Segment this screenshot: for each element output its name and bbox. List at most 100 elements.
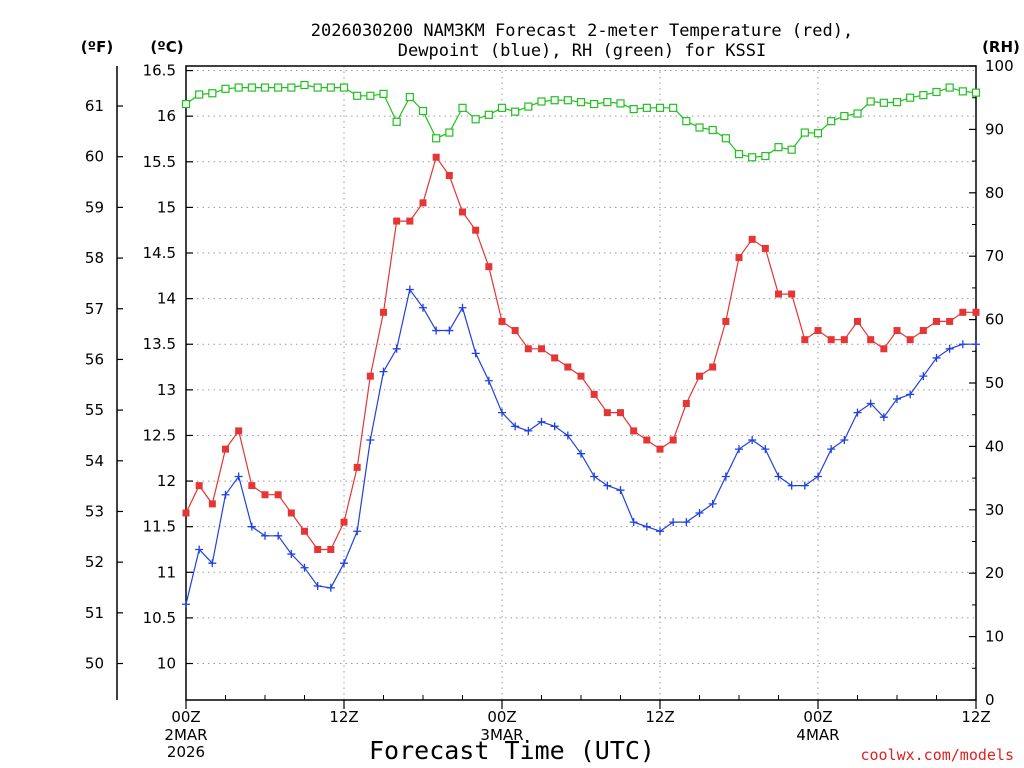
rh-line (185, 84, 977, 158)
temperature-point (854, 317, 861, 325)
dewpoint-point (366, 436, 375, 445)
rh-point (892, 98, 902, 107)
temperature-point (867, 336, 875, 344)
temperature-point (682, 400, 690, 408)
celsius-tick-label: 14.5 (143, 244, 176, 262)
rh-point (300, 80, 309, 90)
rh-point (497, 103, 507, 112)
temperature-point (327, 545, 335, 553)
celsius-tick-label: 15.5 (143, 153, 176, 171)
x-tick-year: 2026 (167, 743, 205, 761)
temperature-point (840, 336, 848, 344)
temperature-point (959, 308, 967, 316)
dewpoint-point (866, 399, 875, 408)
dewpoint-point (445, 326, 454, 335)
rh-point (260, 83, 270, 92)
temperature-point (972, 308, 980, 316)
rh-point (181, 99, 191, 109)
dewpoint-point (432, 326, 441, 335)
rh-point (971, 88, 981, 97)
dewpoint-point (629, 518, 638, 527)
rh-point (524, 102, 533, 111)
dewpoint-point (603, 481, 612, 490)
rh-tick-label: 80 (985, 184, 1004, 202)
temperature-point (485, 263, 493, 271)
x-tick-label: 12Z (961, 708, 990, 726)
series-group (181, 80, 981, 609)
rh-tick-label: 30 (985, 501, 1004, 519)
temperature-point (248, 482, 256, 490)
dewpoint-point (656, 527, 664, 536)
celsius-tick-label: 10.5 (143, 609, 176, 627)
temperature-point (617, 409, 624, 417)
rh-point (655, 103, 665, 112)
dewpoint-point (261, 531, 269, 540)
rh-point (932, 87, 941, 97)
temperature-point (538, 345, 545, 353)
rh-tick-label: 0 (985, 691, 995, 709)
dewpoint-point (326, 583, 335, 592)
temperature-point (445, 171, 453, 179)
rh-point (511, 107, 520, 116)
temperature-point (366, 372, 374, 380)
temperature-point (630, 427, 638, 435)
dewpoint-point (405, 285, 414, 294)
rh-point (445, 128, 454, 137)
rh-point (827, 117, 836, 126)
temperature-point (314, 545, 322, 553)
rh-point (642, 103, 651, 112)
temperature-point (696, 372, 703, 380)
rh-point (576, 98, 586, 107)
fahrenheit-tick-label: 51 (85, 604, 104, 622)
rh-point (405, 92, 414, 102)
fahrenheit-tick-label: 54 (85, 452, 104, 470)
temperature-point (472, 226, 480, 234)
dewpoint-point (945, 344, 954, 353)
temperature-point (551, 354, 559, 362)
rh-point (458, 103, 467, 112)
rh-point (945, 83, 954, 92)
grid-lines (186, 66, 976, 700)
temperature-point (301, 527, 308, 535)
dewpoint-point (879, 413, 888, 422)
fahrenheit-tick-label: 55 (85, 401, 104, 419)
dewpoint-point (814, 472, 822, 481)
dewpoint-point (906, 390, 915, 399)
temperature-point (788, 290, 796, 298)
dewpoint-point (577, 449, 585, 458)
fahrenheit-tick-label: 60 (85, 148, 104, 166)
dewpoint-point (787, 481, 796, 490)
dewpoint-point (340, 559, 348, 568)
temperature-point (432, 153, 440, 161)
chart-title-line2: Dewpoint (blue), RH (green) for KSSI (398, 41, 766, 61)
rh-point (813, 129, 823, 138)
rh-point (432, 134, 441, 143)
dewpoint-point (511, 422, 520, 431)
plot-frame (185, 65, 977, 701)
temperature-point (419, 199, 427, 207)
fahrenheit-tick-label: 58 (85, 249, 104, 267)
rh-tick-label: 10 (985, 628, 1004, 646)
fahrenheit-tick-label: 57 (85, 300, 104, 318)
dewpoint-point (748, 436, 757, 445)
dewpoint-point (221, 490, 230, 499)
temperature-point (208, 500, 216, 508)
rh-tick-label: 60 (985, 311, 1004, 329)
dewpoint-point (669, 518, 678, 527)
dewpoint-point (774, 472, 783, 481)
temperature-point (393, 217, 401, 225)
x-tick-date: 2MAR (164, 726, 207, 744)
rh-point (471, 115, 480, 124)
dewpoint-point (300, 563, 309, 572)
rh-point (721, 134, 730, 143)
rh-point (761, 151, 770, 161)
temperature-point (261, 491, 269, 499)
dewpoint-point (313, 581, 322, 590)
rh-point (748, 153, 757, 162)
temperature-point (761, 244, 769, 252)
celsius-unit-label: (ºC) (150, 38, 183, 56)
rh-point (208, 89, 217, 98)
dewpoint-point (590, 472, 599, 481)
temperature-point (274, 491, 282, 499)
